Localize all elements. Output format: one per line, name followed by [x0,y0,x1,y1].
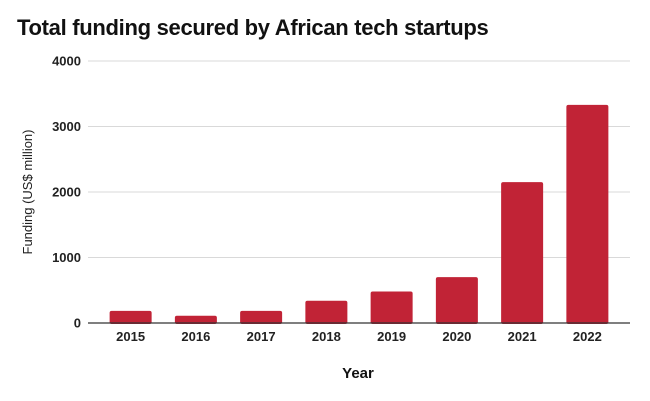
bar-2022 [566,104,609,324]
x-tick-label: 2021 [508,329,537,344]
x-tick-label: 2019 [377,329,406,344]
bar-2018 [305,300,348,324]
bar-2017 [240,310,283,324]
bar-2021 [501,182,544,324]
x-tick-label: 2016 [181,329,210,344]
x-tick-labels: 2015 2016 2017 2018 2019 2020 2021 2022 [116,329,602,344]
gridlines [88,60,630,258]
x-tick-label: 2020 [442,329,471,344]
x-tick-label: 2015 [116,329,145,344]
x-tick-label: 2018 [312,329,341,344]
y-axis-label: Funding (US$ million) [20,130,35,255]
bar-2016 [174,315,217,324]
y-tick-label: 3000 [52,119,81,134]
y-tick-labels: 0 1000 2000 3000 4000 [52,54,81,331]
x-tick-label: 2022 [573,329,602,344]
bar-2020 [435,277,478,324]
bars [109,104,609,324]
y-tick-label: 4000 [52,54,81,69]
y-tick-label: 0 [74,316,81,331]
bar-2019 [370,291,413,324]
y-tick-label: 2000 [52,185,81,200]
x-axis-label: Year [342,365,374,382]
y-tick-label: 1000 [52,250,81,265]
x-tick-label: 2017 [247,329,276,344]
bar-2015 [109,310,152,324]
chart-title: Total funding secured by African tech st… [17,15,489,40]
